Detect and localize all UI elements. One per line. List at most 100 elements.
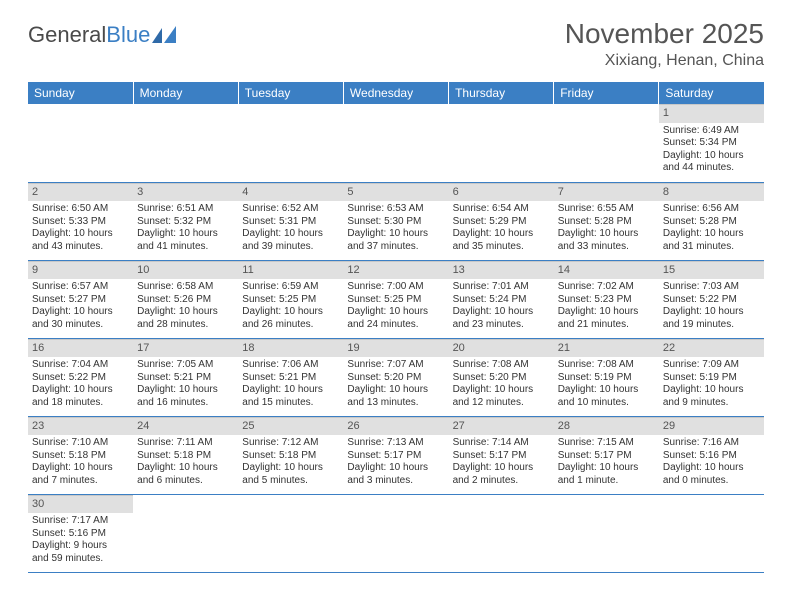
calendar-cell: . <box>238 494 343 572</box>
day-line-daylight2: and 9 minutes. <box>663 397 760 410</box>
day-body: Sunrise: 7:08 AMSunset: 5:19 PMDaylight:… <box>554 357 659 413</box>
day-line-daylight2: and 0 minutes. <box>663 475 760 488</box>
calendar-cell: 5Sunrise: 6:53 AMSunset: 5:30 PMDaylight… <box>343 182 448 260</box>
day-line-daylight2: and 37 minutes. <box>347 241 444 254</box>
day-number: 3 <box>133 183 238 202</box>
day-header-row: Sunday Monday Tuesday Wednesday Thursday… <box>28 82 764 104</box>
logo: GeneralBlue <box>28 22 178 48</box>
day-line-sunrise: Sunrise: 7:15 AM <box>558 437 655 450</box>
day-line-daylight2: and 28 minutes. <box>137 319 234 332</box>
calendar-cell: 20Sunrise: 7:08 AMSunset: 5:20 PMDayligh… <box>449 338 554 416</box>
day-body: Sunrise: 6:54 AMSunset: 5:29 PMDaylight:… <box>449 201 554 257</box>
day-line-daylight1: Daylight: 10 hours <box>558 462 655 475</box>
day-line-sunset: Sunset: 5:21 PM <box>137 372 234 385</box>
day-line-daylight1: Daylight: 10 hours <box>663 150 760 163</box>
day-line-sunrise: Sunrise: 7:03 AM <box>663 281 760 294</box>
day-header: Friday <box>554 82 659 104</box>
logo-text-1: General <box>28 22 106 48</box>
day-number: 27 <box>449 417 554 436</box>
day-line-daylight2: and 31 minutes. <box>663 241 760 254</box>
day-header: Wednesday <box>343 82 448 104</box>
calendar-cell: 22Sunrise: 7:09 AMSunset: 5:19 PMDayligh… <box>659 338 764 416</box>
calendar-cell: 26Sunrise: 7:13 AMSunset: 5:17 PMDayligh… <box>343 416 448 494</box>
day-number: 21 <box>554 339 659 358</box>
day-line-sunset: Sunset: 5:18 PM <box>242 450 339 463</box>
calendar-cell: 15Sunrise: 7:03 AMSunset: 5:22 PMDayligh… <box>659 260 764 338</box>
day-line-daylight1: Daylight: 10 hours <box>347 462 444 475</box>
day-line-sunrise: Sunrise: 7:05 AM <box>137 359 234 372</box>
day-line-sunrise: Sunrise: 7:04 AM <box>32 359 129 372</box>
day-number: 5 <box>343 183 448 202</box>
calendar-cell: . <box>343 494 448 572</box>
calendar-cell: . <box>133 494 238 572</box>
day-line-sunset: Sunset: 5:25 PM <box>347 294 444 307</box>
day-line-daylight1: Daylight: 10 hours <box>32 306 129 319</box>
day-line-sunrise: Sunrise: 7:13 AM <box>347 437 444 450</box>
day-line-daylight2: and 26 minutes. <box>242 319 339 332</box>
day-line-sunset: Sunset: 5:17 PM <box>558 450 655 463</box>
day-body: Sunrise: 7:15 AMSunset: 5:17 PMDaylight:… <box>554 435 659 491</box>
day-line-sunset: Sunset: 5:16 PM <box>32 528 129 541</box>
day-line-daylight2: and 15 minutes. <box>242 397 339 410</box>
day-line-sunset: Sunset: 5:19 PM <box>558 372 655 385</box>
day-number: 22 <box>659 339 764 358</box>
month-title: November 2025 <box>565 18 764 50</box>
day-line-sunrise: Sunrise: 7:17 AM <box>32 515 129 528</box>
day-line-daylight2: and 10 minutes. <box>558 397 655 410</box>
day-line-daylight1: Daylight: 10 hours <box>558 384 655 397</box>
day-line-sunset: Sunset: 5:24 PM <box>453 294 550 307</box>
day-line-sunrise: Sunrise: 6:49 AM <box>663 125 760 138</box>
day-line-sunset: Sunset: 5:28 PM <box>558 216 655 229</box>
day-header: Tuesday <box>238 82 343 104</box>
day-body: Sunrise: 6:49 AMSunset: 5:34 PMDaylight:… <box>659 123 764 179</box>
day-line-daylight2: and 41 minutes. <box>137 241 234 254</box>
day-body: Sunrise: 7:17 AMSunset: 5:16 PMDaylight:… <box>28 513 133 569</box>
day-number: 25 <box>238 417 343 436</box>
day-line-daylight2: and 33 minutes. <box>558 241 655 254</box>
day-line-daylight1: Daylight: 10 hours <box>453 306 550 319</box>
day-line-sunset: Sunset: 5:23 PM <box>558 294 655 307</box>
calendar-cell: 13Sunrise: 7:01 AMSunset: 5:24 PMDayligh… <box>449 260 554 338</box>
day-line-daylight1: Daylight: 10 hours <box>663 462 760 475</box>
calendar-row: 30Sunrise: 7:17 AMSunset: 5:16 PMDayligh… <box>28 494 764 572</box>
day-number: 9 <box>28 261 133 280</box>
day-body: Sunrise: 6:52 AMSunset: 5:31 PMDaylight:… <box>238 201 343 257</box>
day-body: Sunrise: 6:59 AMSunset: 5:25 PMDaylight:… <box>238 279 343 335</box>
calendar-cell: 25Sunrise: 7:12 AMSunset: 5:18 PMDayligh… <box>238 416 343 494</box>
day-line-daylight2: and 12 minutes. <box>453 397 550 410</box>
day-line-daylight2: and 19 minutes. <box>663 319 760 332</box>
day-header: Saturday <box>659 82 764 104</box>
day-line-sunrise: Sunrise: 7:09 AM <box>663 359 760 372</box>
day-line-sunset: Sunset: 5:31 PM <box>242 216 339 229</box>
day-line-sunset: Sunset: 5:33 PM <box>32 216 129 229</box>
calendar-cell: . <box>343 104 448 182</box>
day-number: 24 <box>133 417 238 436</box>
day-line-daylight1: Daylight: 10 hours <box>137 306 234 319</box>
day-number: 1 <box>659 104 764 123</box>
calendar-cell: . <box>554 494 659 572</box>
calendar-table: Sunday Monday Tuesday Wednesday Thursday… <box>28 82 764 573</box>
day-line-sunset: Sunset: 5:29 PM <box>453 216 550 229</box>
day-line-sunset: Sunset: 5:18 PM <box>32 450 129 463</box>
day-line-sunset: Sunset: 5:32 PM <box>137 216 234 229</box>
day-line-sunset: Sunset: 5:22 PM <box>32 372 129 385</box>
calendar-cell: 8Sunrise: 6:56 AMSunset: 5:28 PMDaylight… <box>659 182 764 260</box>
day-line-daylight1: Daylight: 10 hours <box>558 228 655 241</box>
day-line-daylight1: Daylight: 10 hours <box>453 384 550 397</box>
day-line-daylight2: and 7 minutes. <box>32 475 129 488</box>
day-body: Sunrise: 7:04 AMSunset: 5:22 PMDaylight:… <box>28 357 133 413</box>
day-body: Sunrise: 7:06 AMSunset: 5:21 PMDaylight:… <box>238 357 343 413</box>
day-line-daylight2: and 1 minute. <box>558 475 655 488</box>
day-line-daylight1: Daylight: 10 hours <box>663 228 760 241</box>
day-number: 12 <box>343 261 448 280</box>
day-number: 29 <box>659 417 764 436</box>
day-line-sunrise: Sunrise: 7:08 AM <box>558 359 655 372</box>
header: GeneralBlue November 2025 Xixiang, Henan… <box>0 0 792 78</box>
calendar-cell: . <box>28 104 133 182</box>
day-line-daylight1: Daylight: 10 hours <box>663 306 760 319</box>
day-line-sunrise: Sunrise: 7:14 AM <box>453 437 550 450</box>
day-line-daylight1: Daylight: 10 hours <box>32 384 129 397</box>
day-line-sunrise: Sunrise: 7:01 AM <box>453 281 550 294</box>
day-body: Sunrise: 7:16 AMSunset: 5:16 PMDaylight:… <box>659 435 764 491</box>
day-line-sunset: Sunset: 5:27 PM <box>32 294 129 307</box>
